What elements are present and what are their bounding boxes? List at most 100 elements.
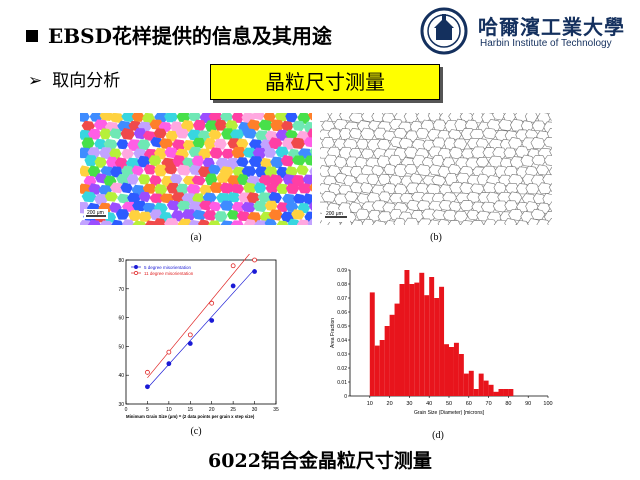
- grain-cell: [308, 113, 312, 121]
- grain-cell: [307, 218, 312, 225]
- grain-cell: [154, 183, 168, 196]
- grain-cell: [138, 191, 151, 203]
- grain-cell: [94, 156, 107, 168]
- grain-cell: [309, 147, 312, 156]
- grain-cell: [248, 139, 264, 150]
- grain-cell: [274, 113, 290, 122]
- histogram-bar: [483, 380, 489, 396]
- y-axis-label: Area Fraction: [330, 318, 336, 348]
- data-point: [166, 361, 172, 367]
- grain-cell: [246, 192, 261, 204]
- grain-outline: [460, 220, 475, 225]
- grain-cell: [87, 165, 101, 178]
- grain-cell: [202, 192, 217, 203]
- x-tick-label: 70: [486, 401, 492, 407]
- panel-c-label: (c): [190, 426, 202, 437]
- grain-outline: [348, 127, 363, 140]
- x-tick-label: 90: [525, 401, 531, 407]
- grain-cell: [171, 139, 187, 151]
- grain-cell: [205, 173, 218, 186]
- grain-cell: [115, 209, 130, 220]
- grain-cell: [303, 137, 312, 148]
- grain-outline: [393, 217, 407, 225]
- grain-cell: [192, 209, 208, 221]
- grain-cell: [270, 156, 284, 169]
- histogram-bar: [424, 295, 430, 396]
- grain-cell: [242, 147, 257, 159]
- grain-cell: [265, 183, 279, 194]
- panel-a-orientation-map: 200 μm: [80, 113, 312, 225]
- grain-cell: [221, 148, 234, 160]
- grain-cell: [231, 113, 245, 123]
- panel-a-scale-text: 200 μm: [87, 210, 104, 216]
- grain-outline: [453, 138, 468, 151]
- data-point: [145, 369, 150, 375]
- legend-marker: [134, 265, 138, 269]
- y-tick-label: 0.07: [337, 296, 347, 302]
- grain-cell: [292, 120, 306, 131]
- x-tick-label: 100: [543, 401, 552, 407]
- grain-cell: [296, 164, 309, 176]
- grain-cell: [268, 137, 283, 150]
- data-point: [187, 332, 193, 338]
- grain-cell: [257, 192, 273, 203]
- grain-cell: [285, 183, 300, 194]
- grain-cell: [80, 165, 91, 178]
- grain-outline: [504, 218, 517, 225]
- grain-outline: [549, 147, 552, 157]
- histogram-bar: [394, 303, 400, 396]
- grain-outline: [383, 163, 397, 175]
- figure-caption: 6022铝合金晶粒尺寸测量: [208, 450, 432, 472]
- grain-cell: [209, 201, 222, 212]
- histogram-bar: [429, 277, 435, 396]
- grain-cell: [176, 183, 189, 195]
- grain-outline: [432, 119, 447, 132]
- grain-outline: [447, 220, 461, 225]
- x-tick-label: 60: [466, 401, 472, 407]
- grain-cell: [309, 167, 312, 177]
- grain-cell: [296, 219, 311, 225]
- grain-cell: [116, 139, 129, 150]
- grain-cell: [208, 129, 222, 140]
- grain-cell: [94, 193, 108, 206]
- grain-cell: [84, 155, 98, 167]
- grain-cell: [138, 174, 151, 185]
- histogram-bar: [508, 389, 514, 396]
- grain-cell: [164, 113, 179, 123]
- university-logo: [414, 6, 634, 56]
- grain-cell: [116, 174, 131, 185]
- histogram-bar: [374, 345, 380, 396]
- grain-cell: [165, 130, 178, 142]
- y-tick-label: 0.05: [337, 324, 347, 330]
- histogram-bar: [399, 284, 405, 396]
- grain-cell: [104, 191, 118, 202]
- grain-cell: [264, 218, 277, 225]
- histogram-bar: [498, 389, 504, 396]
- grain-cell: [198, 219, 211, 225]
- grain-outline: [536, 218, 551, 225]
- panel-a-label: (a): [190, 232, 202, 243]
- grain-cell: [268, 174, 283, 186]
- grain-cell: [131, 113, 145, 122]
- grain-outline: [360, 148, 375, 160]
- grain-cell: [87, 128, 102, 140]
- grain-cell: [100, 166, 115, 177]
- y-tick-label: 40: [118, 373, 124, 379]
- grain-outline: [543, 155, 552, 166]
- grain-cell: [242, 128, 257, 139]
- grain-cell: [236, 157, 249, 168]
- grain-outline: [516, 220, 529, 225]
- grain-outline: [344, 191, 359, 203]
- histogram-bar: [463, 373, 469, 396]
- x-tick-label: 5: [146, 407, 149, 413]
- histogram-bar: [493, 391, 499, 396]
- grain-cell: [270, 119, 285, 132]
- grain-cell: [264, 200, 278, 211]
- grain-outline: [525, 182, 540, 195]
- grain-cell: [191, 155, 205, 167]
- panel-b-scale-bar-bg: [322, 210, 350, 222]
- y-tick-label: 0.09: [337, 268, 347, 274]
- plot-frame: [125, 259, 277, 405]
- arrow-bullet-icon: ➢: [28, 71, 43, 91]
- grain-cell: [220, 220, 235, 225]
